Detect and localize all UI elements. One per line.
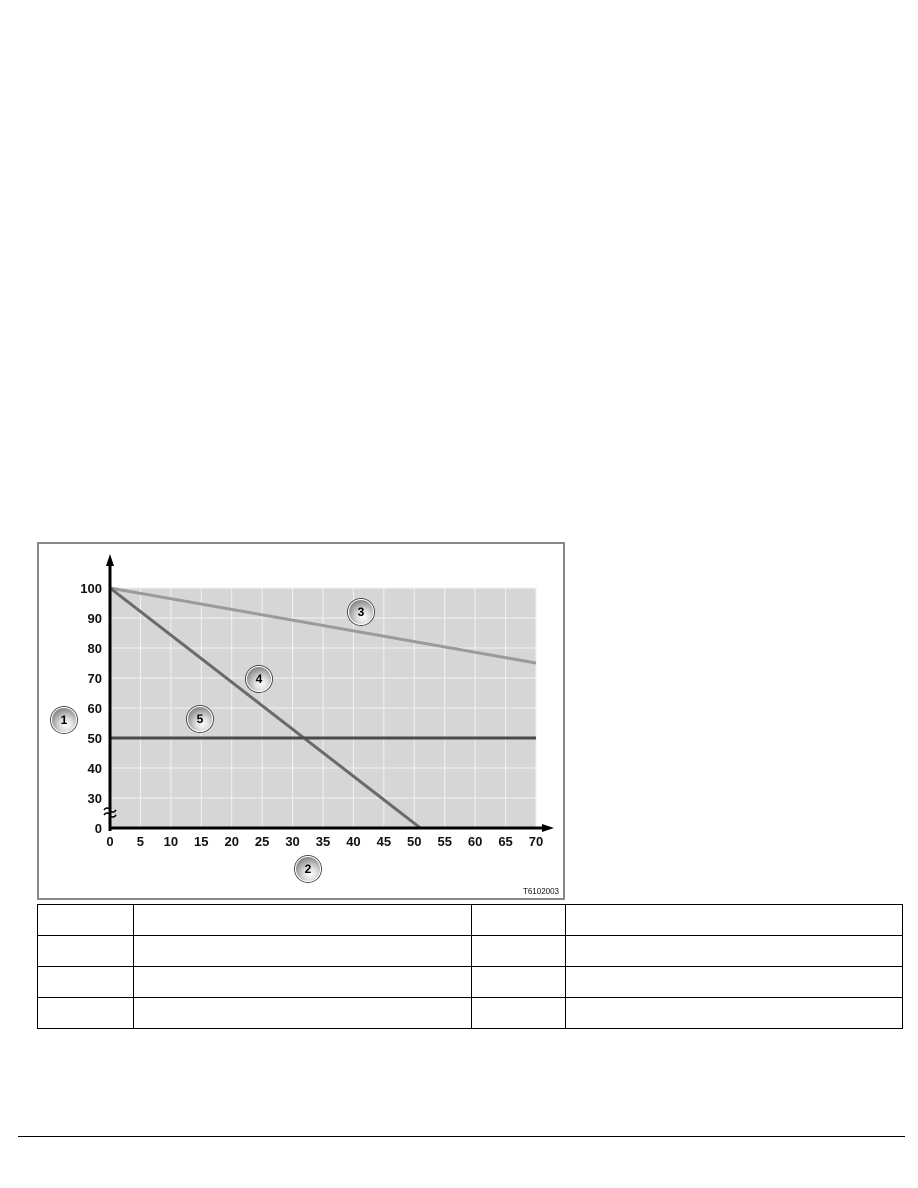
table-row xyxy=(37,935,903,967)
x-tick-label: 25 xyxy=(255,834,269,849)
table-cell xyxy=(37,966,134,998)
series-line-3 xyxy=(109,586,537,665)
table-cell xyxy=(133,966,472,998)
callout-5: 5 xyxy=(187,706,213,732)
y-axis-arrow xyxy=(106,554,114,566)
table-cell xyxy=(471,997,566,1029)
x-tick-label: 5 xyxy=(137,834,144,849)
callout-3: 3 xyxy=(348,599,374,625)
y-tick-label: 30 xyxy=(88,791,102,806)
x-tick-label: 50 xyxy=(407,834,421,849)
table-cell xyxy=(471,966,566,998)
callout-2: 2 xyxy=(295,856,321,882)
x-tick-label: 0 xyxy=(106,834,113,849)
y-tick-label: 90 xyxy=(88,611,102,626)
table-cell xyxy=(565,997,903,1029)
x-tick-label: 55 xyxy=(437,834,451,849)
x-tick-label: 10 xyxy=(164,834,178,849)
y-tick-label: 50 xyxy=(88,731,102,746)
x-tick-label: 30 xyxy=(285,834,299,849)
x-tick-label: 60 xyxy=(468,834,482,849)
y-tick-label: 0 xyxy=(95,821,102,836)
footer-rule xyxy=(18,1136,905,1137)
table-cell xyxy=(37,997,134,1029)
x-tick-label: 70 xyxy=(529,834,543,849)
y-tick-label: 100 xyxy=(80,581,102,596)
x-tick-label: 15 xyxy=(194,834,208,849)
table-cell xyxy=(565,966,903,998)
table-cell xyxy=(37,935,134,967)
figure: 0 5 10 15 20 25 30 35 40 45 50 55 60 65 70 0 30 40 50 60 70 8… xyxy=(37,542,565,900)
y-tick-label: 80 xyxy=(88,641,102,656)
table-cell xyxy=(133,904,472,936)
axis-break-icon xyxy=(103,807,117,818)
x-tick-label: 35 xyxy=(316,834,330,849)
x-tick-label: 20 xyxy=(224,834,238,849)
x-tick-label: 45 xyxy=(377,834,391,849)
table-cell xyxy=(133,997,472,1029)
y-tick-label: 70 xyxy=(88,671,102,686)
chart: 0 5 10 15 20 25 30 35 40 45 50 55 60 65 70030405060708… xyxy=(80,554,554,849)
table-cell xyxy=(565,904,903,936)
y-tick-label: 40 xyxy=(88,761,102,776)
x-axis-arrow xyxy=(542,824,554,832)
series-line-4 xyxy=(109,586,422,830)
table-cell xyxy=(37,904,134,936)
y-tick-label: 60 xyxy=(88,701,102,716)
callout-1: 1 xyxy=(51,707,77,733)
callout-4: 4 xyxy=(246,666,272,692)
table-row xyxy=(37,997,903,1029)
x-tick-label: 65 xyxy=(498,834,512,849)
figure-code: T6102003 xyxy=(522,887,559,896)
legend-table xyxy=(37,904,903,1029)
x-tick-label: 40 xyxy=(346,834,360,849)
table-row xyxy=(37,966,903,998)
table-cell xyxy=(471,935,566,967)
table-cell xyxy=(133,935,472,967)
table-cell xyxy=(565,935,903,967)
table-cell xyxy=(471,904,566,936)
table-row xyxy=(37,904,903,936)
